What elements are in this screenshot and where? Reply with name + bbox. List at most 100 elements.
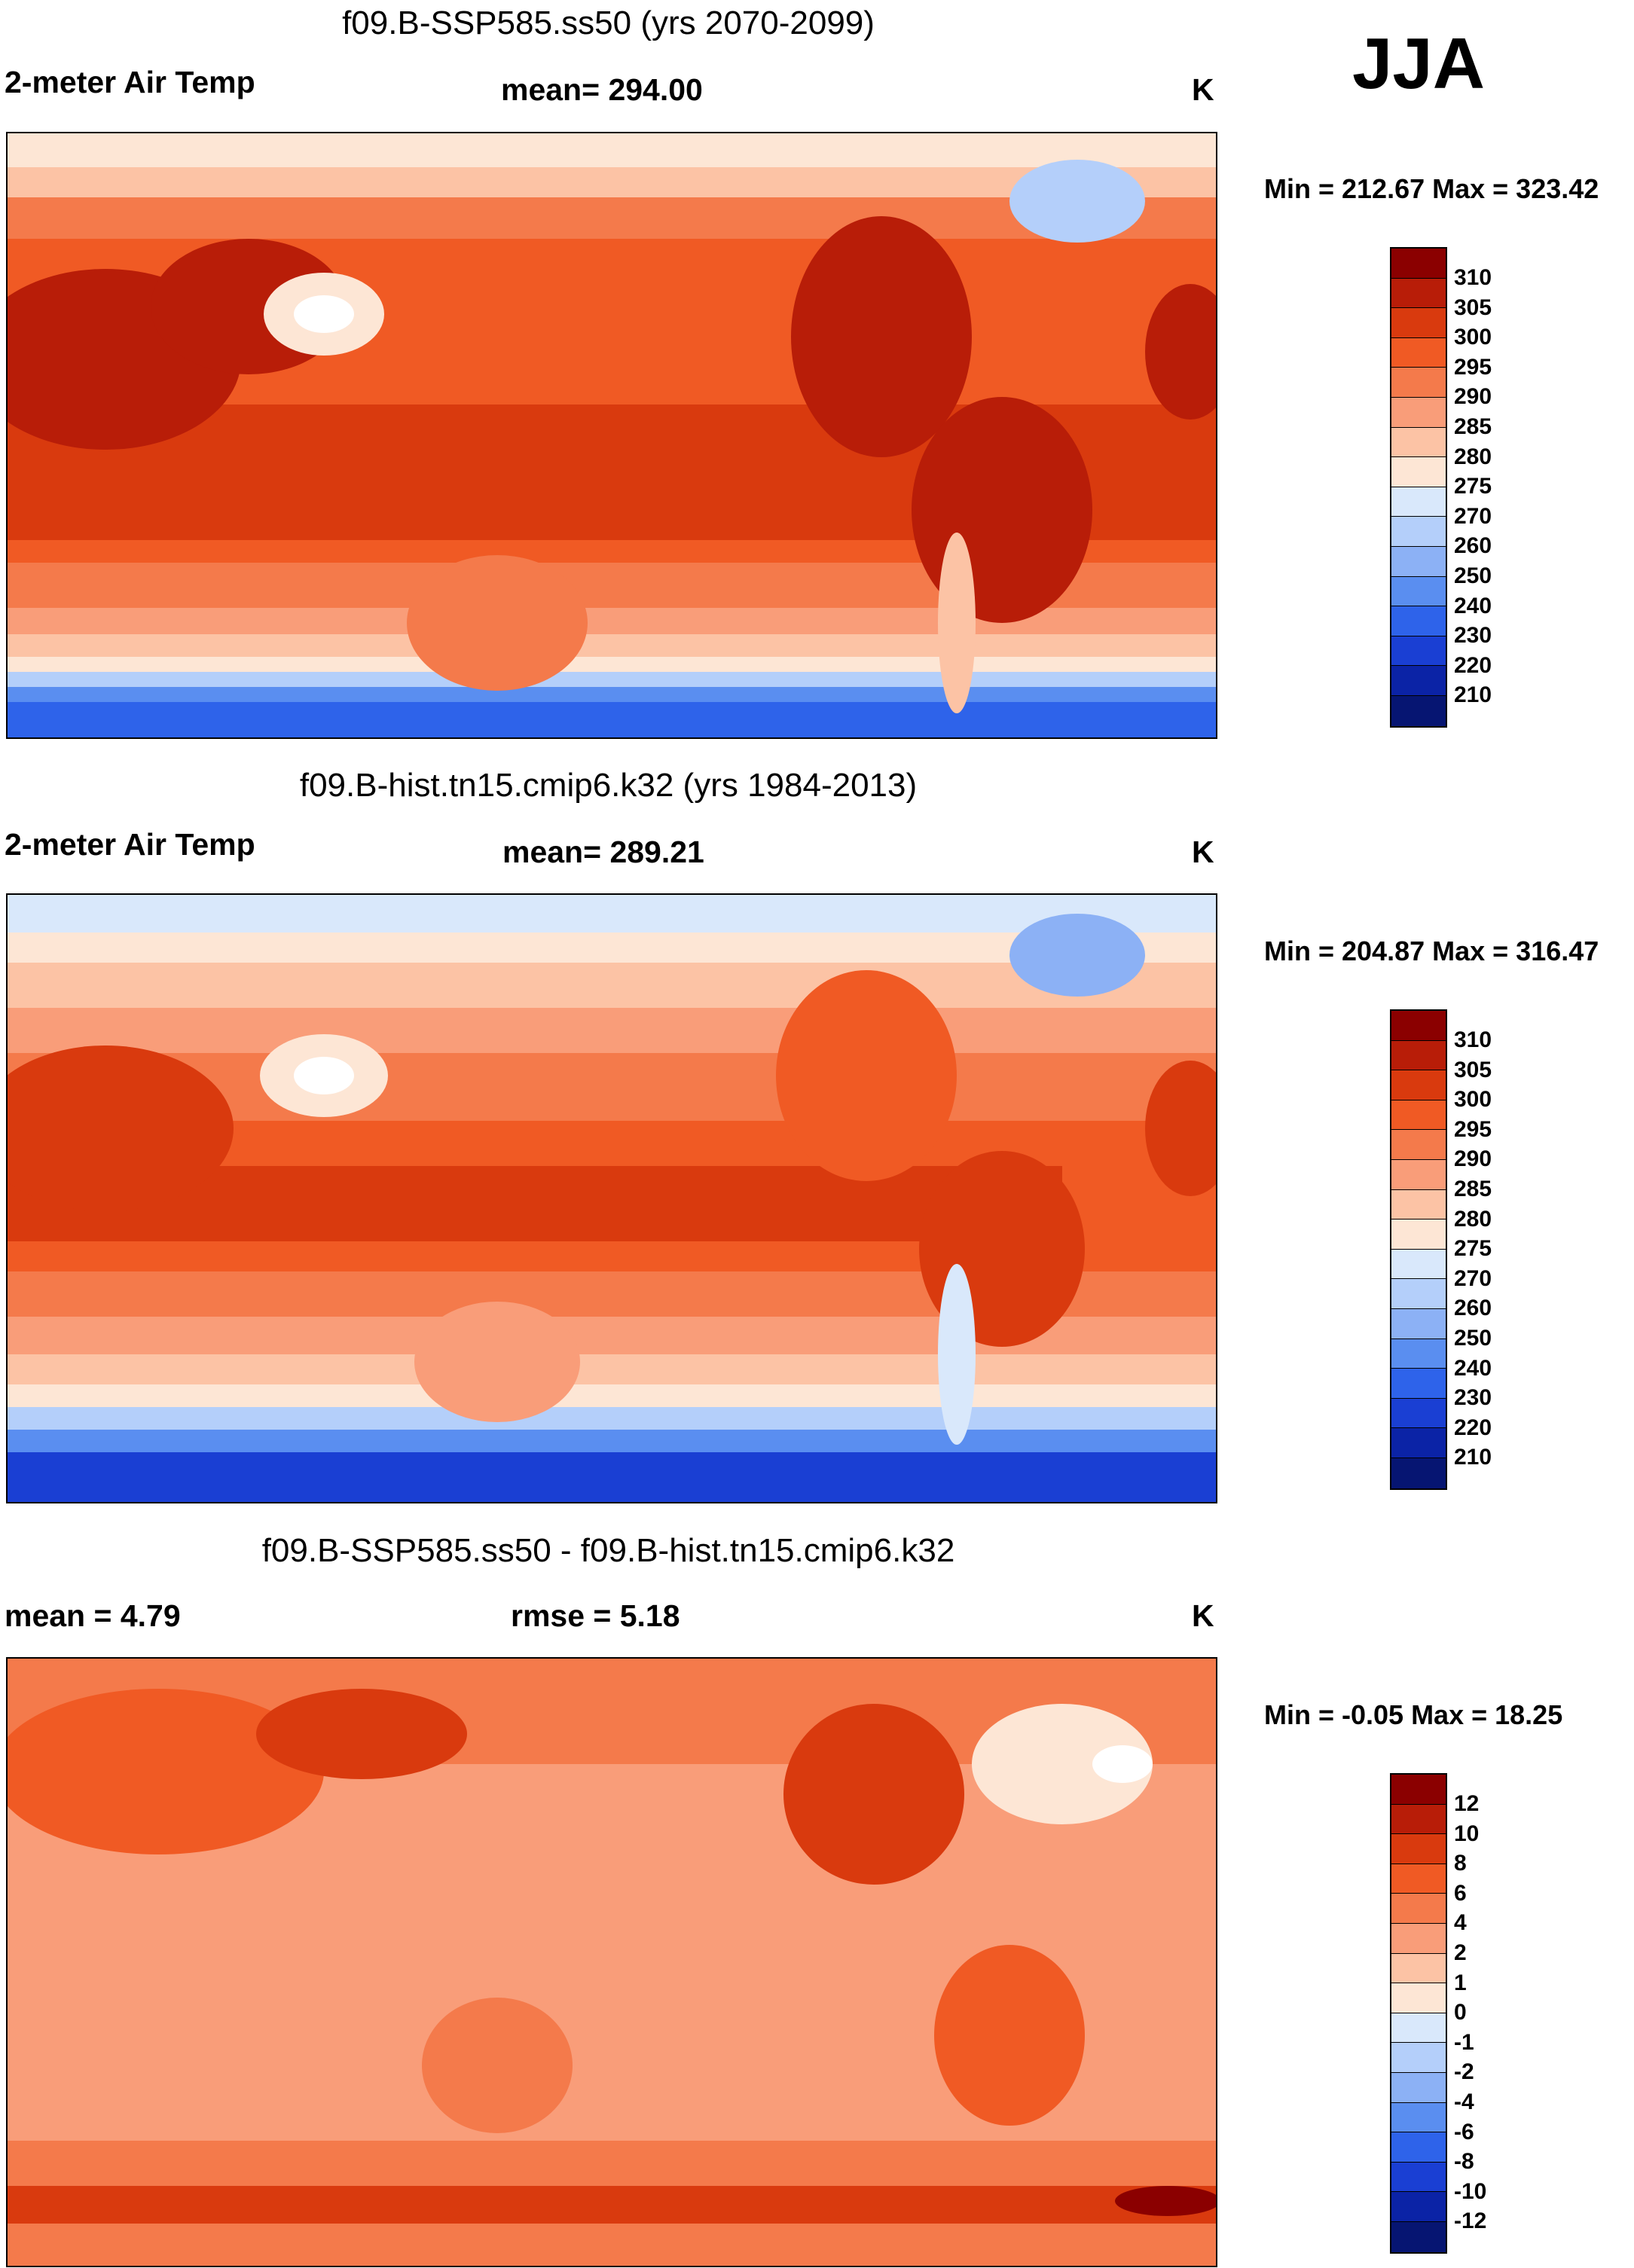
- colorbar-swatch: [1391, 1160, 1446, 1190]
- panel-2-colorbar-tick: 270: [1454, 1266, 1492, 1291]
- panel-2-colorbar-tick: 300: [1454, 1087, 1492, 1112]
- panel-2-colorbar-tick: 290: [1454, 1146, 1492, 1171]
- panel-3-colorbar-tick: 12: [1454, 1791, 1480, 1816]
- colorbar-swatch: [1391, 427, 1446, 458]
- colorbar-swatch: [1391, 1100, 1446, 1131]
- panel-2-colorbar-tick: 275: [1454, 1236, 1492, 1261]
- colorbar-swatch: [1391, 1369, 1446, 1399]
- panel-1-colorbar-tick: 230: [1454, 623, 1492, 648]
- colorbar-swatch: [1391, 1339, 1446, 1369]
- colorbar-swatch: [1391, 1428, 1446, 1458]
- colorbar-swatch: [1391, 1983, 1446, 2013]
- panel-1-colorbar-tick: 295: [1454, 355, 1492, 380]
- colorbar-swatch: [1391, 308, 1446, 338]
- panel-2-title: f09.B-hist.tn15.cmip6.k32 (yrs 1984-2013…: [299, 767, 918, 804]
- panel-3-colorbar-tick: -12: [1454, 2208, 1487, 2233]
- colorbar-swatch: [1391, 487, 1446, 517]
- colorbar-swatch: [1391, 337, 1446, 368]
- colorbar-swatch: [1391, 1864, 1446, 1894]
- colorbar-swatch: [1391, 1219, 1446, 1250]
- colorbar-swatch: [1391, 1189, 1446, 1220]
- panel-1-colorbar-tick: 275: [1454, 474, 1492, 499]
- colorbar-swatch: [1391, 517, 1446, 547]
- colorbar-swatch: [1391, 1040, 1446, 1071]
- panel-2-colorbar-tick: 230: [1454, 1385, 1492, 1410]
- panel-1-colorbar-tick: 285: [1454, 414, 1492, 439]
- panel-3-colorbar-tick: 6: [1454, 1881, 1467, 1906]
- season-label: JJA: [1352, 23, 1486, 104]
- panel-2-colorbar-tick: 305: [1454, 1058, 1492, 1082]
- panel-2-colorbar-tick: 240: [1454, 1356, 1492, 1381]
- panel-3-colorbar-tick: -8: [1454, 2149, 1474, 2174]
- panel-1-variable-label: 2-meter Air Temp: [5, 65, 255, 99]
- panel-3-colorbar-tick: 1: [1454, 1970, 1467, 1995]
- colorbar-swatch: [1391, 1775, 1446, 1805]
- panel-3-mean-label: mean = 4.79: [5, 1598, 181, 1633]
- panel-3-colorbar-tick: -1: [1454, 2030, 1474, 2055]
- panel-2-colorbar-tick: 285: [1454, 1177, 1492, 1201]
- colorbar-swatch: [1391, 1458, 1446, 1488]
- colorbar-swatch: [1391, 1279, 1446, 1309]
- panel-3-rmse-label: rmse = 5.18: [511, 1598, 680, 1633]
- colorbar-swatch: [1391, 2162, 1446, 2193]
- colorbar-swatch: [1391, 1070, 1446, 1100]
- colorbar-swatch: [1391, 398, 1446, 428]
- panel-1-colorbar-tick: 210: [1454, 682, 1492, 707]
- panel-3-colorbar-tick: 0: [1454, 2000, 1467, 2025]
- panel-2-colorbar-tick: 220: [1454, 1415, 1492, 1440]
- colorbar-swatch: [1391, 2192, 1446, 2222]
- panel-2-units-label: K: [1192, 835, 1214, 869]
- colorbar-swatch: [1391, 666, 1446, 696]
- colorbar-swatch: [1391, 696, 1446, 726]
- panel-1-mean-label: mean= 294.00: [501, 72, 703, 107]
- panel-2-map: [6, 893, 1217, 1503]
- panel-1-units-label: K: [1192, 72, 1214, 107]
- panel-3-colorbar-tick: -10: [1454, 2179, 1487, 2204]
- panel-2-colorbar-tick: 280: [1454, 1207, 1492, 1232]
- panel-1-minmax: Min = 212.67 Max = 323.42: [1264, 173, 1599, 204]
- panel-2-colorbar-tick: 260: [1454, 1296, 1492, 1320]
- colorbar-swatch: [1391, 1130, 1446, 1160]
- panel-1-map: [6, 132, 1217, 739]
- panel-1-title: f09.B-SSP585.ss50 (yrs 2070-2099): [342, 5, 875, 41]
- colorbar-swatch: [1391, 1398, 1446, 1429]
- panel-2-colorbar: [1390, 1009, 1447, 1490]
- panel-2-mean-label: mean= 289.21: [502, 835, 704, 869]
- colorbar-swatch: [1391, 1309, 1446, 1339]
- panel-3-colorbar-tick: -4: [1454, 2089, 1474, 2114]
- colorbar-swatch: [1391, 606, 1446, 636]
- panel-3-map-field: [8, 1659, 1216, 2266]
- colorbar-swatch: [1391, 576, 1446, 607]
- colorbar-swatch: [1391, 2073, 1446, 2103]
- panel-3-title: f09.B-SSP585.ss50 - f09.B-hist.tn15.cmip…: [261, 1532, 955, 1569]
- colorbar-swatch: [1391, 1953, 1446, 1984]
- colorbar-swatch: [1391, 2132, 1446, 2163]
- panel-3-colorbar-tick: -2: [1454, 2059, 1474, 2084]
- colorbar-swatch: [1391, 457, 1446, 487]
- panel-1-map-field: [8, 133, 1216, 737]
- colorbar-swatch: [1391, 2102, 1446, 2133]
- colorbar-swatch: [1391, 2222, 1446, 2252]
- colorbar-swatch: [1391, 547, 1446, 577]
- colorbar-swatch: [1391, 1834, 1446, 1864]
- panel-3-colorbar-tick: 2: [1454, 1940, 1467, 1965]
- panel-1-colorbar-tick: 290: [1454, 384, 1492, 409]
- panel-2-variable-label: 2-meter Air Temp: [5, 827, 255, 862]
- panel-1-colorbar-tick: 310: [1454, 265, 1492, 290]
- panel-3-colorbar: [1390, 1773, 1447, 2254]
- colorbar-swatch: [1391, 1249, 1446, 1280]
- panel-1-colorbar: [1390, 247, 1447, 728]
- panel-1-colorbar-tick: 220: [1454, 653, 1492, 678]
- panel-3-minmax: Min = -0.05 Max = 18.25: [1264, 1699, 1563, 1730]
- panel-3-colorbar-tick: -6: [1454, 2120, 1474, 2144]
- panel-1-colorbar-tick: 280: [1454, 444, 1492, 469]
- colorbar-swatch: [1391, 368, 1446, 398]
- panel-3-units-label: K: [1192, 1598, 1214, 1633]
- panel-2-colorbar-tick: 250: [1454, 1326, 1492, 1351]
- colorbar-swatch: [1391, 278, 1446, 309]
- panel-3-colorbar-tick: 4: [1454, 1910, 1467, 1935]
- panel-1-colorbar-tick: 250: [1454, 563, 1492, 588]
- colorbar-swatch: [1391, 2013, 1446, 2044]
- panel-3-colorbar-tick: 8: [1454, 1851, 1467, 1876]
- panel-2-map-field: [8, 895, 1216, 1502]
